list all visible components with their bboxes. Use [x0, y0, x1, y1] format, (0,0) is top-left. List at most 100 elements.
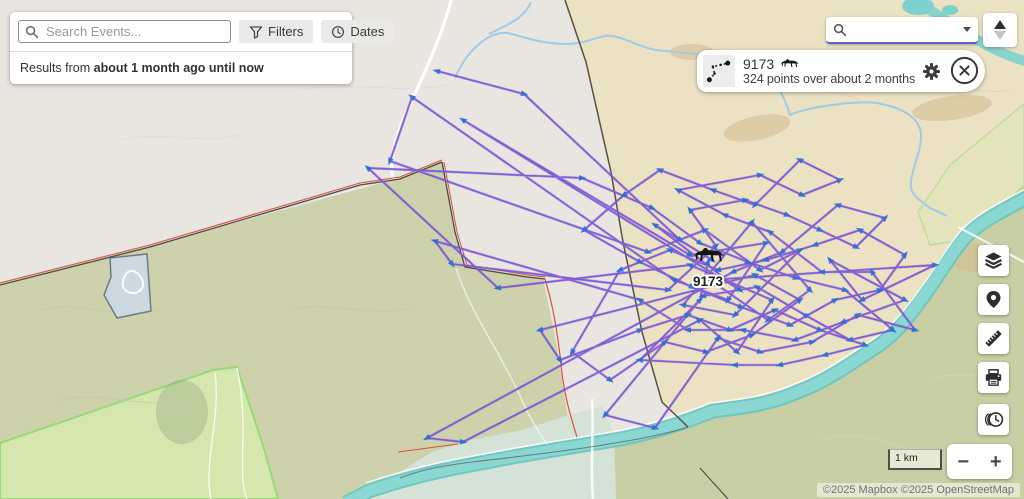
track-point-arrow[interactable]: [817, 269, 825, 275]
track-point-arrow[interactable]: [685, 205, 695, 215]
track-point-arrow[interactable]: [600, 410, 610, 421]
event-search-box[interactable]: [18, 20, 231, 43]
track-point-arrow[interactable]: [852, 243, 861, 251]
track-point-arrow[interactable]: [820, 351, 829, 358]
track-point-arrow[interactable]: [493, 284, 502, 292]
track-point-arrow[interactable]: [458, 115, 468, 125]
track-point-arrow[interactable]: [635, 257, 645, 267]
track-point-arrow[interactable]: [447, 259, 457, 270]
track-point-arrow[interactable]: [363, 163, 373, 173]
track-point-arrow[interactable]: [900, 250, 910, 260]
track-point-arrow[interactable]: [798, 191, 807, 200]
track-point-arrow[interactable]: [783, 211, 792, 219]
track-point-arrow[interactable]: [786, 321, 795, 329]
track-point-arrow[interactable]: [422, 434, 432, 443]
track-point-arrow[interactable]: [795, 295, 806, 305]
track-point-arrow[interactable]: [900, 296, 910, 305]
track-point-arrow[interactable]: [696, 315, 705, 324]
track-point-arrow[interactable]: [795, 155, 804, 164]
track-point-arrow[interactable]: [792, 274, 801, 282]
track-point-arrow[interactable]: [808, 338, 818, 346]
track-point-arrow[interactable]: [713, 266, 722, 274]
track-point-arrow[interactable]: [520, 90, 529, 98]
track-point-arrow[interactable]: [767, 295, 777, 305]
track-point-arrow[interactable]: [713, 333, 723, 343]
print-button[interactable]: [978, 362, 1009, 393]
track-point-arrow[interactable]: [459, 438, 468, 446]
close-button[interactable]: [950, 56, 979, 90]
track-point-arrow[interactable]: [800, 310, 810, 319]
track-point-arrow[interactable]: [762, 239, 771, 247]
track-point-arrow[interactable]: [720, 211, 729, 219]
track-point-arrow[interactable]: [805, 285, 815, 296]
track-point-arrow[interactable]: [845, 336, 854, 343]
track-point-arrow[interactable]: [673, 185, 683, 194]
track-point-arrow[interactable]: [701, 226, 710, 234]
track-point-arrow[interactable]: [747, 217, 757, 227]
track-point-arrow[interactable]: [833, 201, 842, 209]
track-point-arrow[interactable]: [867, 267, 877, 277]
layers-button[interactable]: [978, 245, 1009, 276]
track-point-arrow[interactable]: [750, 200, 760, 210]
track-point-arrow[interactable]: [660, 337, 671, 347]
track-point-arrow[interactable]: [683, 327, 691, 333]
track-point-arrow[interactable]: [861, 341, 870, 349]
track-point-arrow[interactable]: [698, 292, 707, 300]
track-point-arrow[interactable]: [702, 348, 711, 355]
track-point-arrow[interactable]: [635, 295, 645, 305]
track-point-arrow[interactable]: [761, 256, 770, 264]
time-history-button[interactable]: [978, 404, 1009, 435]
track-point-arrow[interactable]: [853, 310, 863, 320]
track-point-arrow[interactable]: [756, 171, 766, 179]
track-point-arrow[interactable]: [555, 355, 565, 366]
track-point-arrow[interactable]: [684, 311, 693, 319]
dates-button[interactable]: Dates: [321, 20, 395, 43]
track-point-arrow[interactable]: [752, 282, 762, 292]
track-point-arrow[interactable]: [675, 235, 686, 245]
track-point-arrow[interactable]: [756, 348, 765, 356]
filters-button[interactable]: Filters: [239, 20, 314, 43]
sort-toggle-button[interactable]: [983, 13, 1017, 47]
track-point-arrow[interactable]: [655, 166, 664, 174]
track-point-arrow[interactable]: [810, 241, 819, 249]
track-point-arrow[interactable]: [669, 276, 678, 284]
track-point-arrow[interactable]: [816, 226, 825, 234]
track-point-arrow[interactable]: [838, 318, 847, 326]
track-point-arrow[interactable]: [708, 186, 717, 194]
track-point-arrow[interactable]: [432, 67, 441, 75]
track-point-arrow[interactable]: [685, 250, 695, 260]
track-point-arrow[interactable]: [816, 326, 825, 334]
track-point-arrow[interactable]: [744, 258, 753, 266]
track-point-arrow[interactable]: [705, 275, 715, 285]
chevron-down-icon[interactable]: [963, 27, 971, 32]
track-point-arrow[interactable]: [685, 261, 694, 269]
location-pin-button[interactable]: [978, 284, 1009, 315]
measure-button[interactable]: [978, 323, 1009, 354]
track-point-arrow[interactable]: [578, 174, 587, 181]
track-point-arrow[interactable]: [567, 347, 577, 357]
track-point-arrow[interactable]: [579, 225, 589, 235]
track-point-arrow[interactable]: [931, 262, 940, 269]
track-point-arrow[interactable]: [665, 246, 674, 254]
track-point-arrow[interactable]: [755, 265, 766, 275]
track-point-arrow[interactable]: [777, 247, 787, 257]
track-point-arrow[interactable]: [730, 310, 740, 320]
subject-card[interactable]: 9173 324 points over about 2 months: [697, 50, 985, 92]
track-point-arrow[interactable]: [790, 336, 799, 344]
track-point-arrow[interactable]: [738, 326, 747, 334]
track-point-arrow[interactable]: [771, 305, 780, 314]
track-point-arrow[interactable]: [730, 362, 738, 368]
track-point-arrow[interactable]: [765, 227, 775, 237]
track-point-arrow[interactable]: [857, 296, 866, 305]
zoom-in-button[interactable]: +: [980, 444, 1013, 479]
track-point-arrow[interactable]: [841, 286, 850, 293]
track-point-arrow[interactable]: [796, 245, 805, 254]
track-point-arrow[interactable]: [650, 220, 660, 230]
track-point-arrow[interactable]: [830, 295, 840, 304]
map-search-box[interactable]: [826, 17, 978, 44]
track-point-arrow[interactable]: [605, 375, 616, 385]
track-point-arrow[interactable]: [678, 301, 687, 309]
track-point-arrow[interactable]: [651, 424, 660, 432]
track-point-arrow[interactable]: [695, 238, 706, 248]
track-point-arrow[interactable]: [880, 213, 890, 223]
